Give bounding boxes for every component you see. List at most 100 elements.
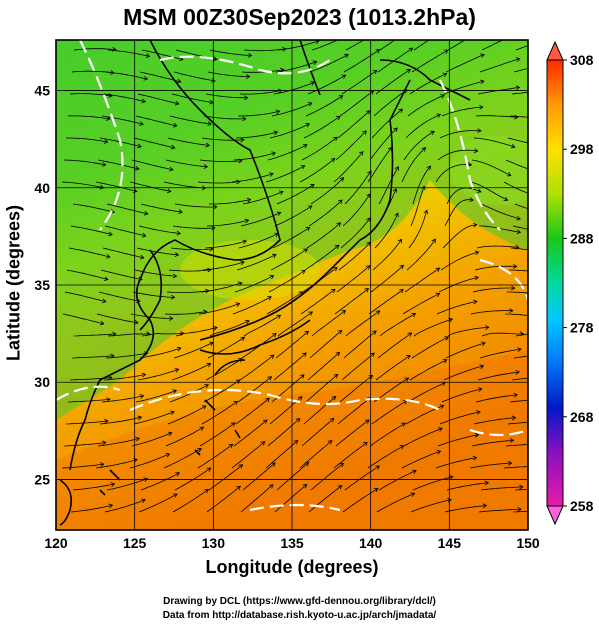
streamline-arrow (242, 239, 248, 245)
streamline-arrow (278, 190, 284, 195)
streamline-arrow (233, 400, 239, 406)
streamline-arrow (407, 332, 413, 337)
streamline-arrow (272, 333, 277, 338)
streamline-arrow (174, 368, 180, 373)
streamline-arrow (333, 373, 339, 379)
streamline-arrow (213, 56, 218, 62)
streamline (510, 247, 528, 251)
streamline-arrow (507, 460, 513, 466)
streamline (469, 181, 508, 201)
streamline (207, 71, 250, 77)
streamline (65, 420, 108, 425)
streamline (408, 210, 428, 249)
streamline (103, 93, 146, 103)
streamline (437, 149, 478, 161)
streamline (344, 465, 380, 491)
streamline-arrow (197, 448, 202, 453)
streamline (107, 49, 150, 57)
streamline (243, 314, 281, 337)
streamline (129, 181, 171, 192)
lat-tick-label: 30 (34, 374, 50, 390)
colorbar-tick-label: 258 (570, 498, 594, 514)
streamline-arrow (485, 325, 490, 330)
streamline (70, 225, 113, 236)
streamline (276, 462, 309, 491)
streamline-arrow (472, 222, 478, 228)
streamline (273, 81, 315, 95)
streamline-arrow (539, 195, 543, 199)
streamline (209, 320, 250, 337)
streamline-arrow (431, 238, 436, 244)
streamline-arrow (102, 440, 107, 446)
streamline-arrow (364, 419, 370, 424)
streamline (401, 147, 426, 183)
streamline-arrow (399, 289, 404, 294)
streamline-arrow (207, 121, 212, 126)
streamline (235, 397, 270, 425)
streamline (107, 333, 150, 337)
streamline (505, 159, 528, 170)
streamline (172, 225, 215, 229)
streamline (238, 233, 279, 249)
streamline-arrow (101, 298, 107, 304)
streamline (71, 355, 114, 359)
streamline (405, 114, 441, 139)
streamline-arrow (271, 151, 277, 156)
streamline (240, 212, 281, 227)
streamline (507, 291, 528, 294)
streamline (208, 464, 243, 491)
streamline (174, 203, 217, 208)
streamline-arrow (372, 330, 377, 335)
streamline (270, 248, 308, 271)
streamline (447, 326, 489, 337)
streamline (475, 394, 518, 403)
streamline-arrow (240, 260, 245, 266)
streamline (474, 265, 517, 271)
streamline (139, 347, 181, 359)
streamline (309, 54, 349, 73)
streamline-arrow (211, 225, 216, 231)
streamline-arrow (398, 108, 404, 114)
streamline (66, 269, 108, 280)
streamline-arrow (242, 116, 247, 122)
streamline-arrow (201, 405, 207, 410)
streamline (513, 68, 528, 73)
streamline-arrow (474, 250, 480, 256)
streamline-arrow (514, 114, 519, 120)
streamline-arrow (105, 116, 111, 121)
streamline-arrow (236, 179, 241, 185)
streamline (140, 203, 183, 213)
streamline (437, 434, 479, 447)
streamline (469, 462, 512, 469)
streamline (413, 40, 430, 51)
streamline (172, 489, 209, 513)
streamline-arrow (240, 137, 245, 143)
streamline-arrow (331, 395, 337, 401)
streamline (240, 484, 274, 513)
streamline (203, 379, 241, 403)
streamline-arrow (300, 374, 305, 379)
streamline (274, 205, 313, 227)
streamline (511, 377, 528, 381)
streamline (165, 426, 204, 447)
streamline-arrow (442, 72, 448, 78)
streamline (375, 355, 411, 381)
streamline (305, 374, 338, 403)
streamline-arrow (503, 196, 509, 201)
streamline (368, 289, 404, 315)
streamline-arrow (244, 218, 250, 224)
streamline-arrow (448, 475, 454, 480)
streamline (242, 191, 284, 205)
streamline (138, 493, 178, 513)
streamline-arrow (341, 74, 347, 79)
streamline-arrow (435, 267, 441, 272)
streamline (201, 401, 238, 425)
streamline-arrow (330, 288, 336, 294)
streamline (512, 225, 528, 230)
streamline (409, 359, 447, 381)
streamline (444, 505, 487, 513)
streamline-arrow (103, 139, 109, 144)
streamline (274, 484, 307, 513)
streamline-arrow (515, 57, 521, 62)
